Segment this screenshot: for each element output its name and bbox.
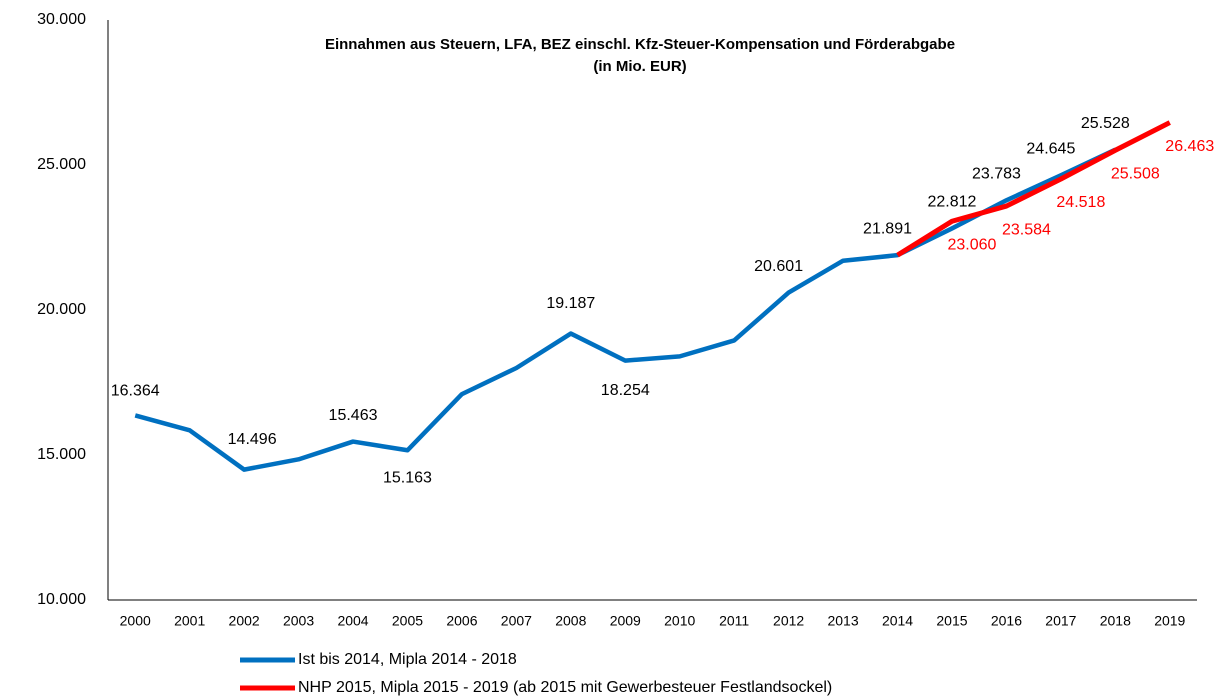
data-label: 23.060 bbox=[948, 236, 997, 253]
x-tick-label: 2010 bbox=[664, 613, 695, 629]
x-tick-label: 2016 bbox=[991, 613, 1022, 629]
data-label: 25.528 bbox=[1081, 115, 1130, 132]
y-tick-label: 25.000 bbox=[37, 156, 86, 173]
x-tick-label: 2017 bbox=[1045, 613, 1076, 629]
data-label: 21.891 bbox=[863, 220, 912, 237]
data-label: 24.645 bbox=[1026, 141, 1075, 158]
x-tick-label: 2014 bbox=[882, 613, 913, 629]
series-line bbox=[134, 147, 1117, 472]
data-label: 23.584 bbox=[1002, 221, 1051, 238]
chart-subtitle: (in Mio. EUR) bbox=[593, 58, 686, 75]
x-tick-label: 2019 bbox=[1154, 613, 1185, 629]
data-label: 15.163 bbox=[383, 469, 432, 486]
x-tick-label: 2007 bbox=[501, 613, 532, 629]
y-tick-label: 10.000 bbox=[37, 591, 86, 608]
data-label: 15.463 bbox=[329, 407, 378, 424]
x-tick-label: 2013 bbox=[827, 613, 858, 629]
x-tick-label: 2001 bbox=[174, 613, 205, 629]
data-label: 18.254 bbox=[601, 382, 650, 399]
x-tick-label: 2009 bbox=[610, 613, 641, 629]
x-tick-label: 2018 bbox=[1100, 613, 1131, 629]
legend-label: Ist bis 2014, Mipla 2014 - 2018 bbox=[298, 651, 517, 668]
x-tick-label: 2015 bbox=[936, 613, 967, 629]
x-tick-label: 2000 bbox=[120, 613, 151, 629]
x-tick-label: 2011 bbox=[719, 613, 749, 629]
data-label: 14.496 bbox=[228, 431, 277, 448]
data-label: 16.364 bbox=[111, 383, 160, 400]
data-label: 25.508 bbox=[1111, 165, 1160, 182]
y-tick-label: 20.000 bbox=[37, 301, 86, 318]
data-label: 23.783 bbox=[972, 166, 1021, 183]
x-tick-label: 2003 bbox=[283, 613, 314, 629]
x-tick-label: 2002 bbox=[229, 613, 260, 629]
data-label: 24.518 bbox=[1056, 194, 1105, 211]
data-label: 19.187 bbox=[546, 295, 595, 312]
data-label: 22.812 bbox=[928, 194, 977, 211]
y-tick-label: 15.000 bbox=[37, 446, 86, 463]
x-tick-label: 2008 bbox=[555, 613, 586, 629]
data-label: 20.601 bbox=[754, 258, 803, 275]
x-tick-label: 2006 bbox=[446, 613, 477, 629]
legend-label: NHP 2015, Mipla 2015 - 2019 (ab 2015 mit… bbox=[298, 679, 832, 696]
y-tick-label: 30.000 bbox=[37, 11, 86, 28]
x-tick-label: 2005 bbox=[392, 613, 423, 629]
x-tick-label: 2004 bbox=[337, 613, 368, 629]
chart-title: Einnahmen aus Steuern, LFA, BEZ einschl.… bbox=[325, 36, 955, 53]
x-tick-label: 2012 bbox=[773, 613, 804, 629]
series-line bbox=[896, 120, 1171, 258]
data-label: 26.463 bbox=[1165, 138, 1214, 155]
